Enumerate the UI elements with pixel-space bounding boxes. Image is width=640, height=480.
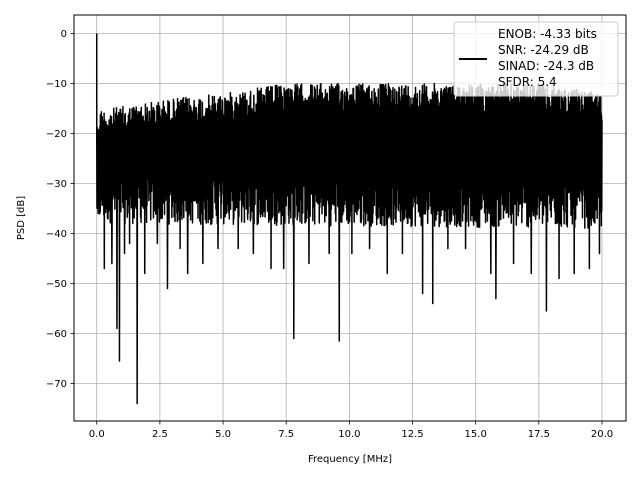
y-tick-label: −30 bbox=[46, 179, 67, 190]
x-tick-label: 12.5 bbox=[401, 429, 423, 440]
x-tick-label: 15.0 bbox=[465, 429, 487, 440]
x-tick-label: 17.5 bbox=[528, 429, 550, 440]
axes-frame bbox=[73, 14, 627, 422]
x-tick-label: 20.0 bbox=[591, 429, 613, 440]
x-tick-label: 7.5 bbox=[278, 429, 294, 440]
x-tick-label: 0.0 bbox=[89, 429, 105, 440]
plot-area bbox=[95, 33, 603, 405]
y-tick-label: −10 bbox=[46, 79, 67, 90]
x-axis: 0.0 2.5 5.0 7.5 10.0 12.5 15.0 17.5 20.0 bbox=[89, 421, 613, 440]
y-axis: 0 −10 −20 −30 −40 −50 −60 −70 bbox=[46, 29, 74, 390]
x-axis-label: Frequency [MHz] bbox=[308, 454, 392, 465]
x-tick-label: 10.0 bbox=[338, 429, 360, 440]
legend-box bbox=[453, 21, 619, 97]
psd-series-line bbox=[95, 33, 603, 405]
y-tick-label: −70 bbox=[46, 379, 67, 390]
y-tick-label: 0 bbox=[61, 29, 67, 40]
legend: ENOB: -4.33 bits SNR: -24.29 dB SINAD: -… bbox=[453, 21, 619, 97]
y-axis-label: PSD [dB] bbox=[16, 196, 27, 240]
series-group bbox=[95, 33, 603, 405]
legend-entry-snr: SNR: -24.29 dB bbox=[498, 43, 589, 57]
y-tick-label: −60 bbox=[46, 329, 67, 340]
x-tick-label: 5.0 bbox=[215, 429, 231, 440]
legend-entry-sfdr: SFDR: 5.4 bbox=[498, 75, 557, 89]
legend-entry-sinad: SINAD: -24.3 dB bbox=[498, 59, 594, 73]
x-tick-label: 2.5 bbox=[152, 429, 168, 440]
y-tick-label: −40 bbox=[46, 229, 67, 240]
y-tick-label: −20 bbox=[46, 129, 67, 140]
legend-entry-enob: ENOB: -4.33 bits bbox=[498, 27, 597, 41]
y-tick-label: −50 bbox=[46, 279, 67, 290]
